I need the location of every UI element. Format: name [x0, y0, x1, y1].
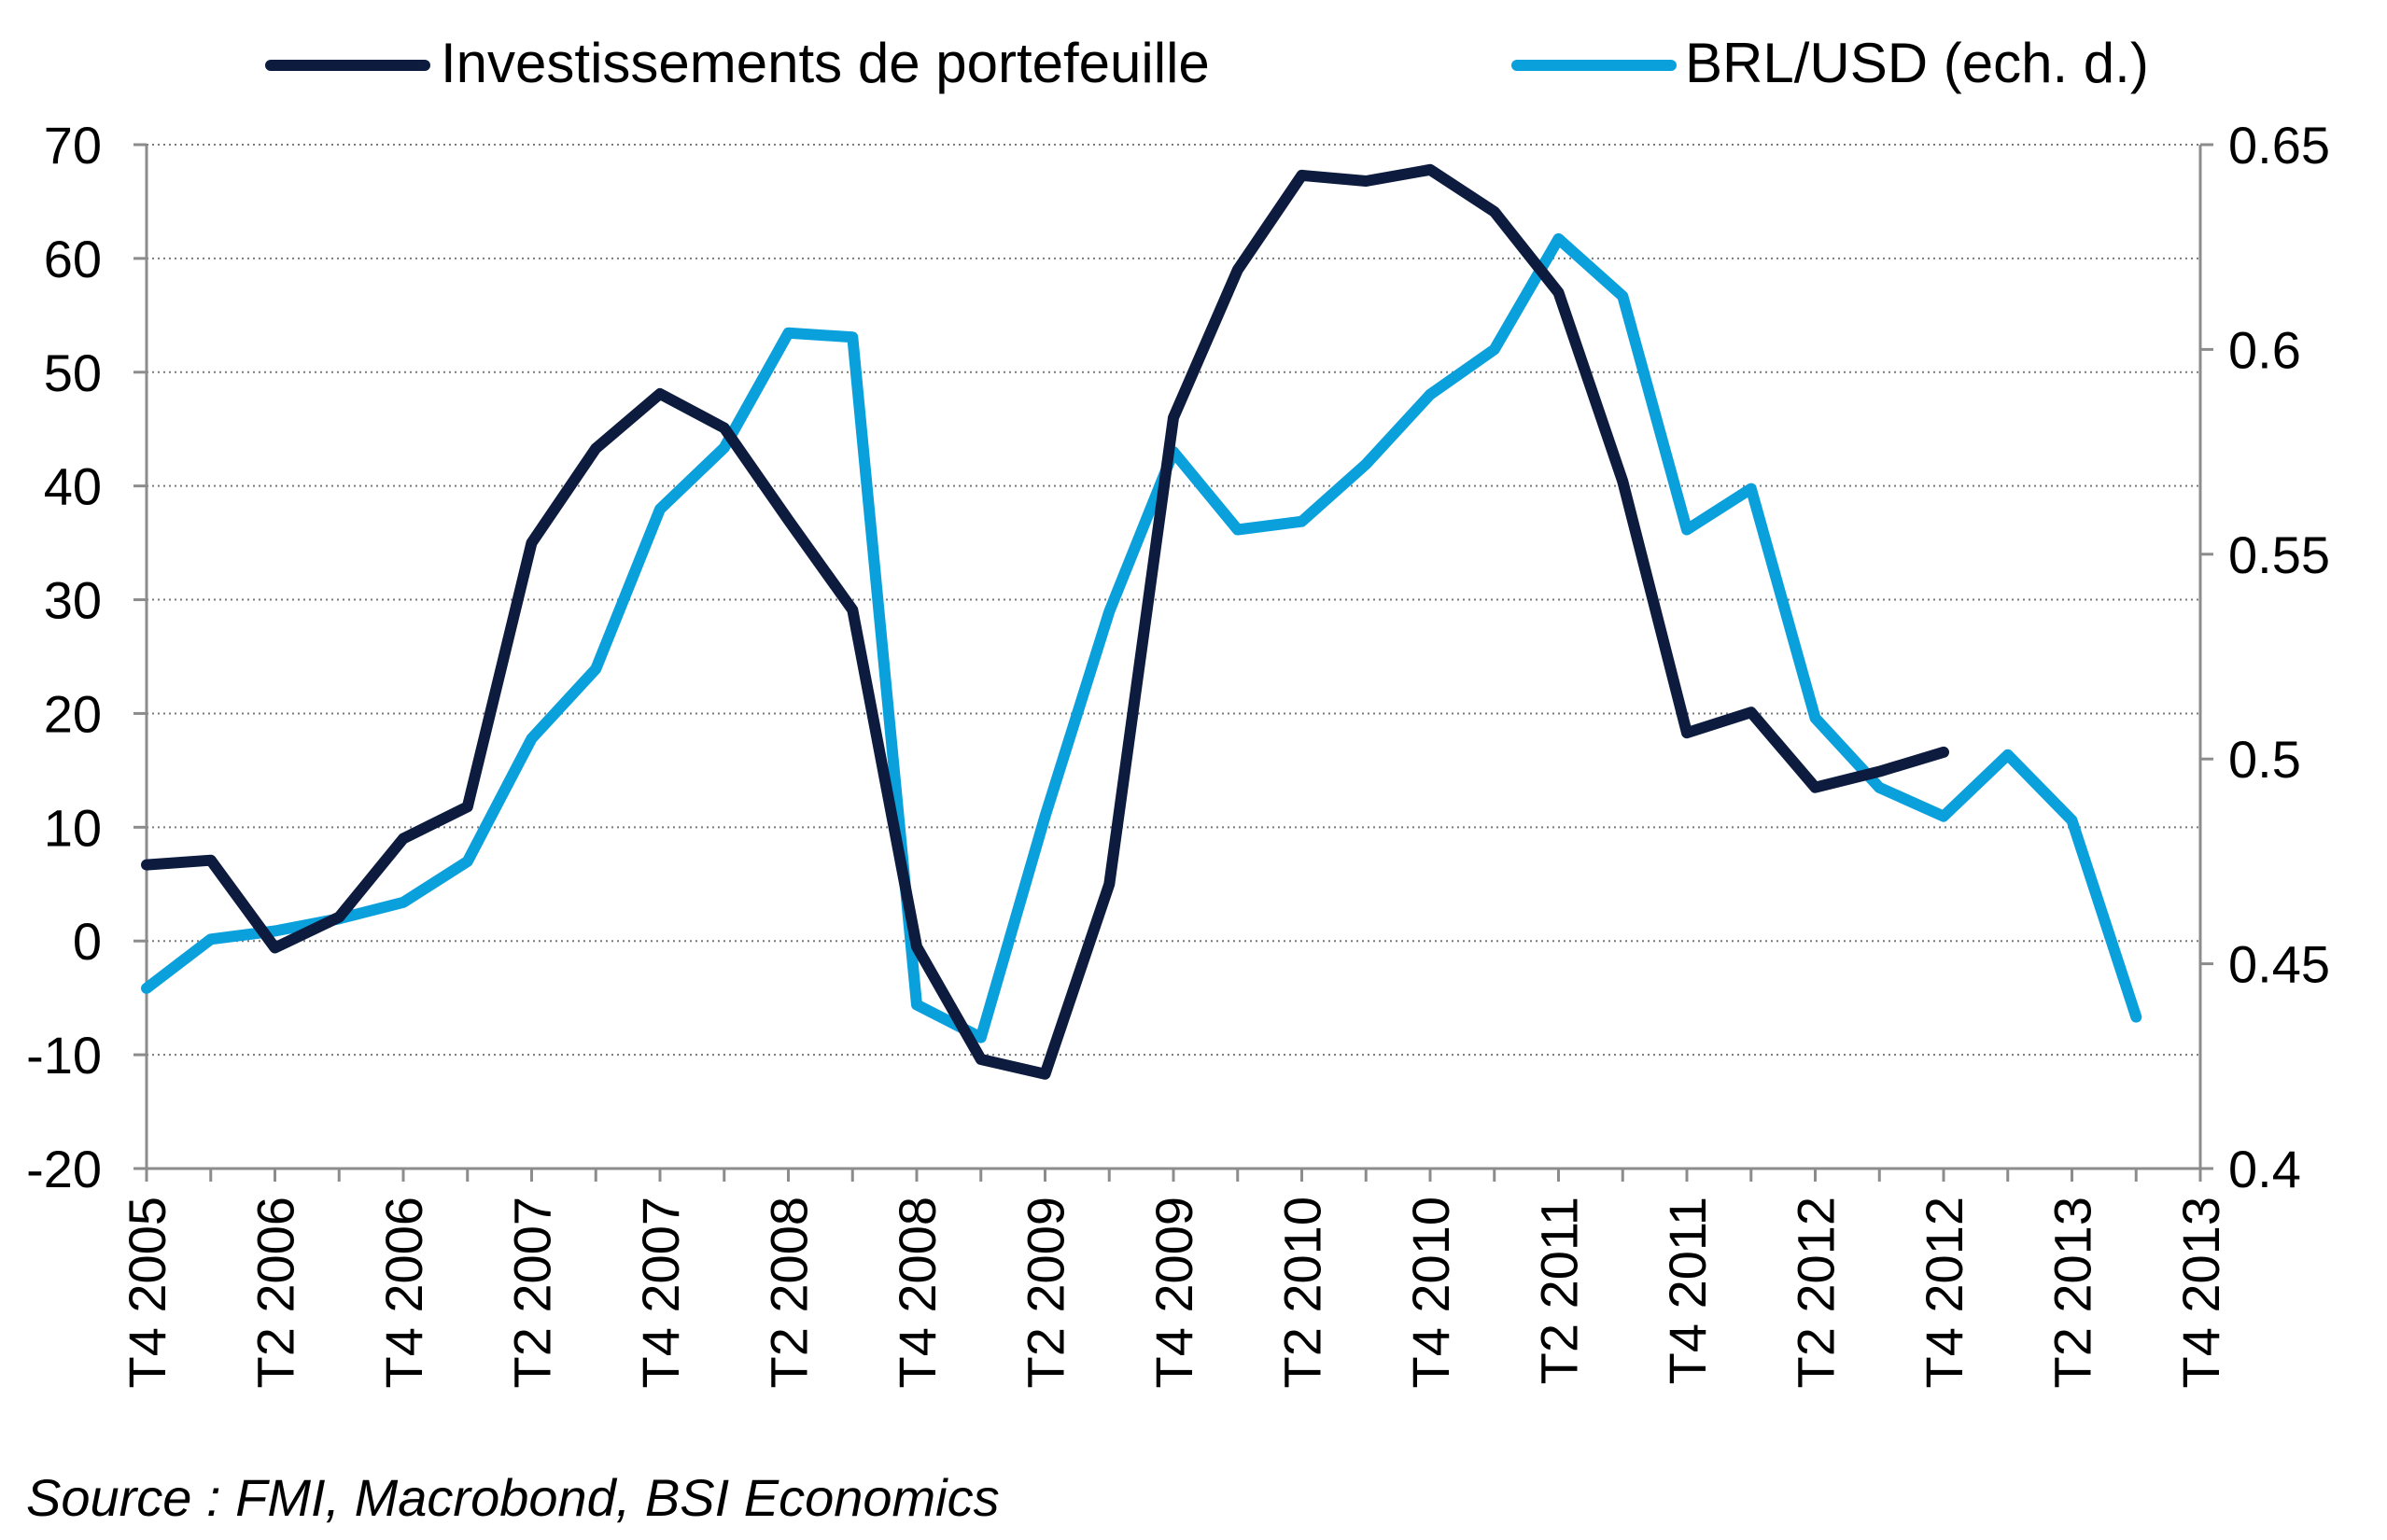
x-tick-label: T4 2008: [888, 1197, 947, 1389]
source-note: Source : FMI, Macrobond, BSI Economics: [26, 1468, 1000, 1527]
x-tick-label: T4 2007: [631, 1197, 690, 1389]
y-tick-label-left: 40: [44, 457, 102, 516]
y-tick-label-right: 0.6: [2228, 320, 2301, 379]
x-tick-label: T4 2013: [2171, 1197, 2230, 1389]
x-tick-label: T2 2010: [1273, 1197, 1332, 1389]
x-axis-ticks: T4 2005 T2 2006 T4 2006 T2 2007 T4 2007 T2 20…: [118, 1169, 2230, 1389]
series-lines: [141, 163, 2142, 1080]
x-tick-label: T4 2006: [374, 1197, 433, 1389]
x-tick-label: T4 2012: [1915, 1197, 1973, 1389]
y-tick-label-left: 10: [44, 798, 102, 857]
y-tick-label-left: -20: [26, 1140, 102, 1198]
x-tick-label: T4 2010: [1401, 1197, 1460, 1389]
legend-label-brl-usd: BRL/USD (ech. d.): [1685, 32, 2149, 94]
x-tick-label: T2 2008: [760, 1197, 819, 1389]
legend-label-portfolio: Investissements de portefeuille: [441, 32, 1210, 94]
legend: Investissements de portefeuille BRL/USD …: [265, 32, 2149, 94]
y-axis-right-ticks: 0.4 0.45 0.5 0.55 0.6 0.65: [2200, 116, 2330, 1198]
series-line-portfolio: [141, 163, 1949, 1080]
y-tick-label-left: 60: [44, 230, 102, 288]
x-tick-label: T4 2011: [1658, 1197, 1717, 1384]
y-tick-label-right: 0.65: [2228, 116, 2330, 175]
x-tick-label: T2 2011: [1530, 1197, 1589, 1384]
y-axis-left-ticks: -20 -10 0 10 20 30 40 50 60 70: [26, 116, 147, 1198]
y-tick-label-left: 70: [44, 116, 102, 175]
axes: [145, 145, 2202, 1170]
x-tick-label: T2 2009: [1017, 1197, 1075, 1389]
y-tick-label-right: 0.5: [2228, 730, 2301, 789]
x-tick-label: T2 2013: [2043, 1197, 2102, 1389]
x-tick-label: T2 2007: [503, 1197, 562, 1389]
y-tick-label-left: 20: [44, 684, 102, 743]
y-tick-label-left: 0: [73, 912, 102, 971]
x-tick-label: T4 2005: [118, 1197, 176, 1389]
gridlines: [147, 144, 2200, 1057]
y-tick-label-right: 0.4: [2228, 1140, 2301, 1198]
x-tick-label: T4 2009: [1144, 1197, 1203, 1389]
y-tick-label-left: 50: [44, 343, 102, 402]
y-tick-label-right: 0.45: [2228, 935, 2330, 994]
y-tick-label-left: -10: [26, 1026, 102, 1085]
y-tick-label-left: 30: [44, 571, 102, 630]
x-tick-label: T2 2012: [1787, 1197, 1846, 1389]
series-line-brl-usd: [141, 232, 2142, 1043]
y-tick-label-right: 0.55: [2228, 525, 2330, 584]
x-tick-label: T2 2006: [246, 1197, 305, 1389]
